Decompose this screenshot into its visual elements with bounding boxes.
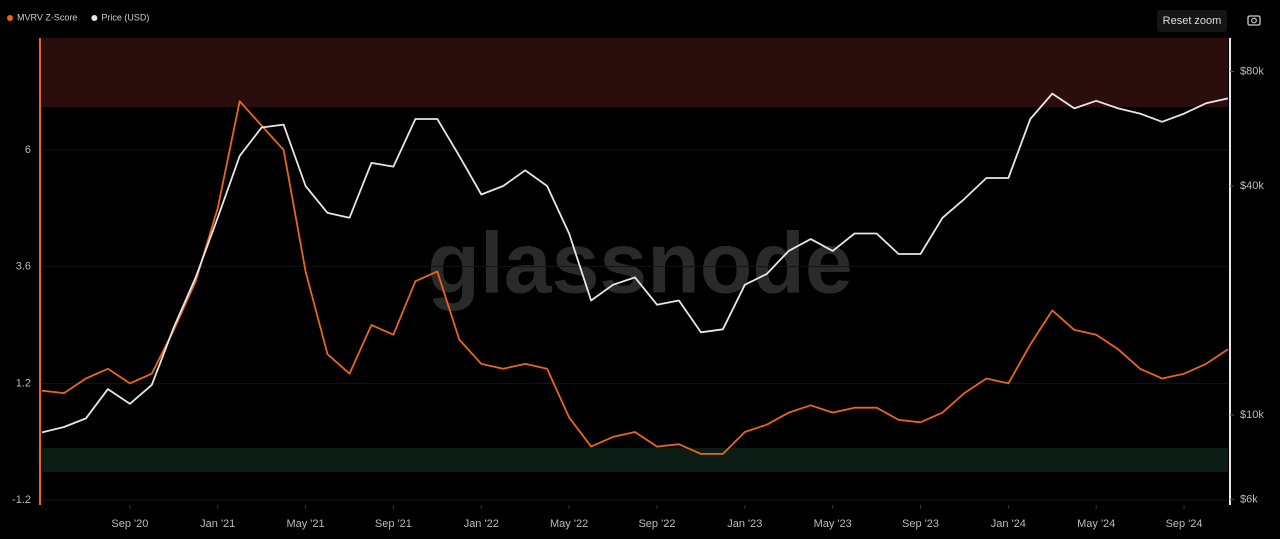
y-tick-label: 6 (25, 144, 31, 156)
x-tick-label: Sep '24 (1166, 518, 1203, 530)
x-tick-label: Sep '21 (375, 518, 412, 530)
legend-dot (7, 15, 13, 21)
y-tick-label: 1.2 (16, 377, 31, 389)
x-tick-label: Sep '20 (111, 518, 148, 530)
y2-tick-label: $6k (1240, 493, 1258, 505)
legend-dot (91, 15, 98, 21)
x-tick-label: May '24 (1077, 518, 1115, 530)
y-tick-label: 3.6 (16, 261, 31, 273)
undervalued-zone (42, 448, 1228, 472)
x-tick-label: May '21 (286, 518, 324, 530)
y2-tick-label: $80k (1240, 65, 1264, 77)
camera-icon[interactable] (1247, 15, 1261, 26)
series-line (41, 92, 1229, 434)
x-tick-label: Jan '21 (200, 518, 235, 530)
reset-zoom-label[interactable]: Reset zoom (1163, 15, 1222, 27)
y-tick-label: -1.2 (12, 494, 31, 506)
x-tick-label: Sep '23 (902, 518, 939, 530)
x-tick-label: Jan '22 (464, 518, 499, 530)
overvalued-zone (42, 38, 1228, 107)
reset-zoom-button[interactable] (1157, 10, 1227, 32)
x-tick-label: May '22 (550, 518, 588, 530)
legend-label: Price (USD) (101, 12, 149, 22)
x-tick-label: May '23 (814, 518, 852, 530)
x-tick-label: Jan '24 (991, 518, 1026, 530)
x-tick-label: Sep '22 (638, 518, 675, 530)
legend-label: MVRV Z-Score (17, 12, 77, 22)
watermark: glassnode (427, 216, 852, 312)
y2-tick-label: $10k (1240, 409, 1264, 421)
x-tick-label: Jan '23 (727, 518, 762, 530)
series-line (41, 100, 1229, 455)
y2-tick-label: $40k (1240, 180, 1264, 192)
